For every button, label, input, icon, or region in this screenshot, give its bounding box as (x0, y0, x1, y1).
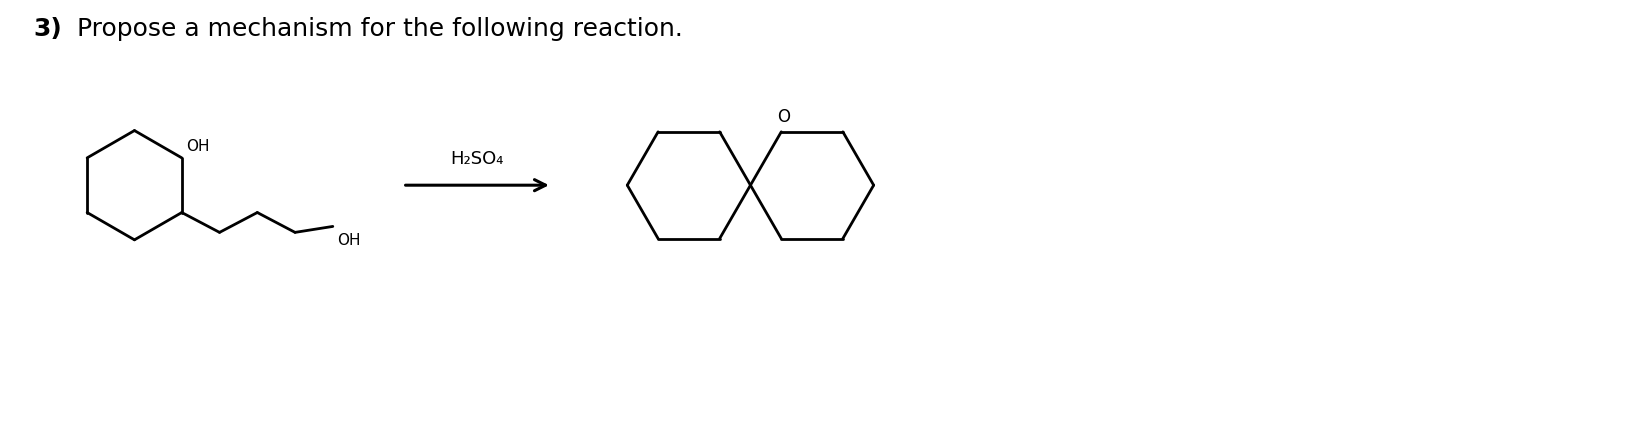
Text: OH: OH (337, 233, 360, 248)
Text: H₂SO₄: H₂SO₄ (451, 150, 503, 168)
Text: O: O (776, 108, 790, 126)
Text: OH: OH (186, 138, 209, 154)
Text: Propose a mechanism for the following reaction.: Propose a mechanism for the following re… (77, 17, 683, 41)
Text: 3): 3) (33, 17, 63, 41)
